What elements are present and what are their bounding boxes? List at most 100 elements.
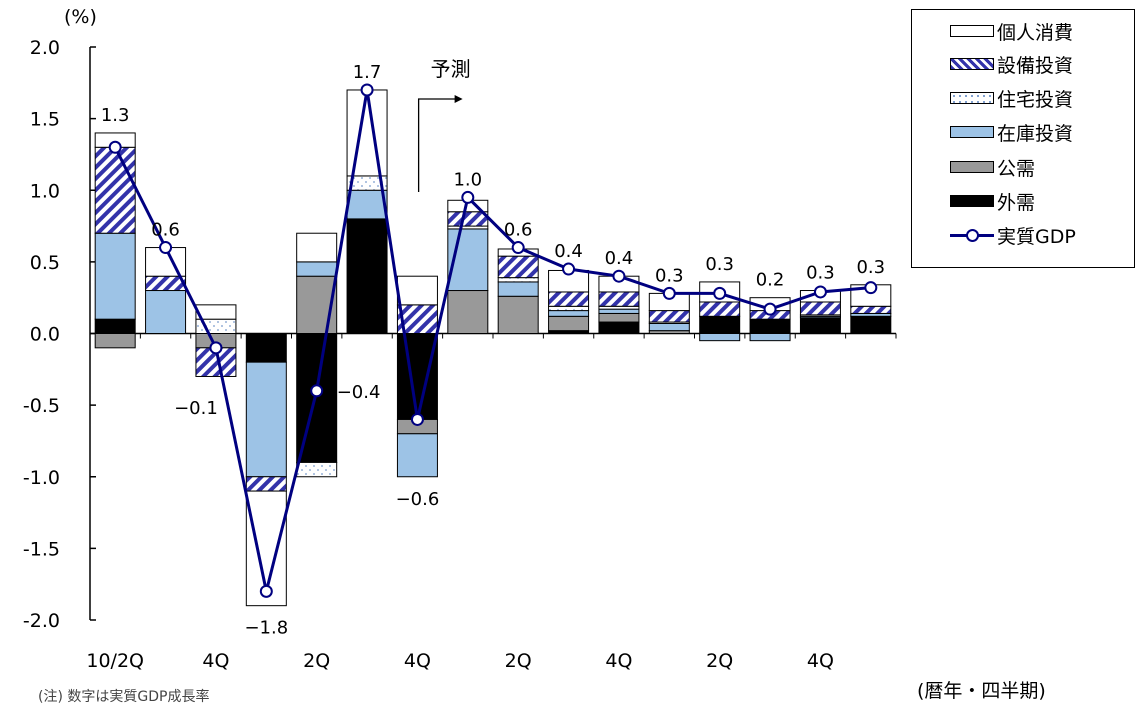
legend-item-inventory: 在庫投資 [950, 120, 1073, 145]
gdp-data-label: 0.3 [705, 254, 734, 275]
gdp-data-label: 0.3 [856, 257, 885, 278]
gdp-point [612, 269, 626, 283]
bar-segment [799, 301, 841, 316]
gdp-data-label: −1.8 [244, 618, 288, 639]
gdp-point [259, 584, 273, 598]
x-tick-label: 4Q [404, 650, 431, 672]
forecast-marker: 予測 [417, 57, 471, 192]
gdp-point [108, 140, 122, 154]
bar-segment [447, 211, 489, 227]
legend-swatch-public [950, 161, 994, 173]
gdp-point [209, 341, 223, 355]
bar-segment [648, 310, 690, 323]
x-tick-label: 4Q [202, 650, 229, 672]
legend-item-capex: 設備投資 [950, 52, 1073, 77]
gdp-point [511, 241, 525, 255]
y-tick-label: -1.5 [23, 538, 60, 560]
bar-segment [749, 318, 791, 334]
bar-segment [296, 461, 338, 478]
x-tick-label: 2Q [706, 650, 733, 672]
bar-segment [598, 321, 640, 335]
y-tick-label: -1.0 [23, 467, 60, 489]
x-unit-label: (暦年・四半期) [917, 680, 1046, 702]
legend-swatch-inventory [950, 126, 994, 138]
legend-swatch-external [950, 195, 994, 207]
gdp-point [461, 190, 475, 204]
x-tick-label: 2Q [303, 650, 330, 672]
gdp-data-label: 0.2 [756, 270, 785, 291]
legend-label: 外需 [997, 191, 1036, 214]
x-tick-label: 10/2Q [86, 650, 144, 672]
y-tick-label: 1.5 [30, 109, 60, 131]
gdp-point [310, 384, 324, 398]
bar-segment [396, 433, 438, 478]
bar-segment [749, 333, 791, 342]
bar-segment [598, 291, 640, 307]
gdp-data-label: 1.3 [101, 105, 130, 126]
bar-segment [346, 218, 388, 334]
bar-segment [94, 333, 136, 349]
gdp-data-label: 0.3 [655, 265, 684, 286]
bar-segment [699, 333, 741, 342]
bar-segment [548, 315, 590, 332]
bar-segment [598, 312, 640, 323]
gdp-data-label: −0.6 [396, 489, 440, 510]
x-tick-label: 4Q [807, 650, 834, 672]
legend-swatch-housing [950, 92, 994, 104]
bar-segment [497, 281, 539, 297]
bar-segment [94, 146, 136, 234]
legend-label: 公需 [997, 157, 1036, 180]
y-tick-label: -0.5 [23, 395, 60, 417]
bar-segment [145, 290, 187, 334]
forecast-label: 予測 [431, 57, 471, 81]
footnote: (注) 数字は実質GDP成長率 [38, 689, 210, 705]
x-tick-label: 2Q [505, 650, 532, 672]
gdp-data-label: 0.4 [605, 248, 634, 269]
bar-segment [799, 317, 841, 334]
bar-segment [396, 275, 438, 306]
gdp-point [159, 241, 173, 255]
legend: 個人消費 設備投資 住宅投資 在庫投資 公需 外需 実質GDP [911, 9, 1135, 268]
gdp-line-layer [108, 83, 878, 598]
gdp-point [763, 302, 777, 316]
gdp-data-label: 0.6 [151, 220, 180, 241]
gdp-data-label: 1.0 [453, 169, 482, 190]
bar-segment [598, 308, 640, 314]
legend-label: 個人消費 [997, 21, 1074, 44]
legend-swatch-consumption [950, 25, 994, 37]
gdp-point [662, 286, 676, 300]
gdp-data-label: 1.7 [353, 62, 382, 83]
data-labels-layer: 1.3 0.6 −0.1 −1.8 −0.4 1.7 −0.6 1.0 0.6 0.4 0.4 0.3… [101, 62, 885, 639]
y-tick-label: 2.0 [30, 37, 60, 59]
gdp-data-label: 0.3 [806, 263, 835, 284]
axes: 2.0 1.5 1.0 0.5 0.0 -0.5 -1.0 -1.5 -2.0 10/2Q 4Q 2Q… [23, 37, 897, 672]
bar-segment [396, 333, 438, 420]
legend-item-external: 外需 [950, 189, 1036, 214]
legend-item-public: 公需 [950, 155, 1036, 180]
bar-segment [447, 290, 489, 334]
legend-item-housing: 住宅投資 [950, 86, 1073, 111]
bar-segment [497, 255, 539, 279]
bar-segment [245, 476, 287, 492]
legend-item-gdp: 実質GDP [950, 223, 1076, 248]
bar-segment [245, 361, 287, 478]
gdp-data-label: 0.4 [554, 241, 583, 262]
legend-swatch-gdp [950, 228, 994, 242]
bar-segment [346, 89, 388, 177]
gdp-data-label: −0.4 [337, 382, 381, 403]
y-tick-label: 0.5 [30, 252, 60, 274]
bar-segment [346, 189, 388, 220]
legend-label: 実質GDP [997, 225, 1076, 248]
gdp-point [813, 285, 827, 299]
bar-segment [497, 295, 539, 335]
x-tick-label: 4Q [605, 650, 632, 672]
gdp-point [562, 262, 576, 276]
bar-segment [497, 277, 539, 283]
bar-segment [195, 304, 237, 320]
bar-segment [850, 305, 892, 314]
bar-segment [850, 315, 892, 334]
bar-segment [699, 301, 741, 317]
y-tick-label: -2.0 [23, 610, 60, 632]
y-tick-label: 1.0 [30, 180, 60, 202]
